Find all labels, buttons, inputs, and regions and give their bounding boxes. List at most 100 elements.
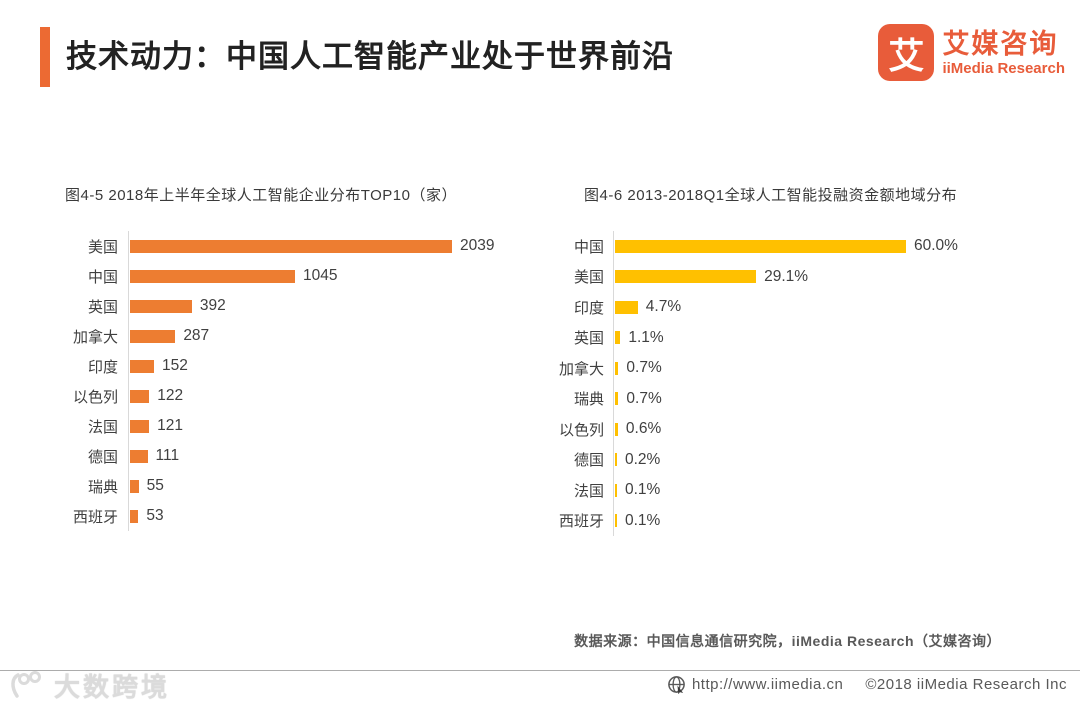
category-label: 加拿大 <box>558 360 604 378</box>
bar <box>130 419 150 433</box>
category-label: 西班牙 <box>558 513 604 531</box>
bar <box>130 449 148 463</box>
data-source-note: 数据来源：中国信息通信研究院，iiMedia Research（艾媒咨询） <box>574 633 1001 649</box>
dashu-kuajing-logo-icon <box>11 670 41 698</box>
category-label: 瑞典 <box>87 478 118 496</box>
bar <box>130 299 192 313</box>
bar-track: 4.7% <box>613 292 1040 323</box>
logo-cn-name: 艾媒咨询 <box>942 28 1059 59</box>
value-label: 0.6% <box>625 420 662 438</box>
category-label: 以色列 <box>558 421 604 439</box>
category-label: 瑞典 <box>573 391 604 409</box>
bar-track: 152 <box>128 351 530 381</box>
bar <box>130 479 139 493</box>
bar <box>130 359 154 373</box>
iimedia-logo-icon: 艾 <box>878 24 935 81</box>
bar <box>615 483 617 497</box>
bar <box>615 239 906 253</box>
bar-row: 德国 0.2% <box>540 444 1040 475</box>
category-label: 加拿大 <box>72 328 118 346</box>
bar-track: 55 <box>128 471 530 501</box>
bar-row: 以色列 122 <box>40 381 530 411</box>
category-label: 英国 <box>87 298 118 316</box>
bar-row: 西班牙 53 <box>40 501 530 531</box>
bar-row: 瑞典 0.7% <box>540 383 1040 414</box>
category-label: 印度 <box>87 358 118 376</box>
bar <box>130 509 139 523</box>
bar-row: 德国 111 <box>40 441 530 471</box>
value-label: 152 <box>162 357 188 374</box>
bar <box>615 270 757 284</box>
value-label: 55 <box>146 477 164 494</box>
bar <box>615 422 618 436</box>
chart-ai-investment-distribution: 图4-6 2013-2018Q1全球人工智能投融资金额地域分布 中国 60.0% 美… <box>540 184 1040 536</box>
bar <box>615 514 617 528</box>
category-label: 德国 <box>573 452 604 470</box>
value-label: 122 <box>157 387 184 404</box>
bar <box>615 392 619 406</box>
category-label: 美国 <box>573 269 604 287</box>
category-label: 以色列 <box>72 388 118 406</box>
bar-track: 1.1% <box>613 322 1040 353</box>
bar-track: 1045 <box>128 261 530 291</box>
value-label: 392 <box>199 297 226 314</box>
value-label: 1.1% <box>628 328 664 346</box>
category-label: 中国 <box>87 268 118 286</box>
chart-ai-enterprise-distribution: 图4-5 2018年上半年全球人工智能企业分布TOP10（家） 美国 2039 中国… <box>40 184 530 531</box>
bar-plot: 美国 2039 中国 1045 英国 392 加拿大 287 印度 152 以色列 122 法国 121 德… <box>40 231 530 531</box>
category-label: 法国 <box>87 418 118 436</box>
bar-track: 0.1% <box>613 475 1040 506</box>
value-label: 121 <box>157 417 183 434</box>
bar <box>130 269 296 283</box>
category-label: 德国 <box>87 448 118 466</box>
bar-track: 111 <box>128 441 530 471</box>
value-label: 60.0% <box>914 237 958 255</box>
bar-row: 中国 1045 <box>40 261 530 291</box>
bar-row: 印度 4.7% <box>540 292 1040 323</box>
bar-track: 0.7% <box>613 383 1040 414</box>
bar-row: 美国 29.1% <box>540 261 1040 292</box>
bar-track: 29.1% <box>613 261 1040 292</box>
bar <box>615 361 619 375</box>
chart-title: 图4-6 2013-2018Q1全球人工智能投融资金额地域分布 <box>584 187 958 204</box>
logo-text: 艾媒咨询 iiMedia Research <box>942 28 1065 78</box>
footer-copyright: ©2018 iiMedia Research Inc <box>865 676 1067 693</box>
bar-row: 加拿大 0.7% <box>540 353 1040 384</box>
value-label: 0.7% <box>626 359 662 377</box>
category-label: 英国 <box>573 330 604 348</box>
bar-track: 0.1% <box>613 505 1040 536</box>
logo-en-name: iiMedia Research <box>942 59 1065 77</box>
logo-glyph: 艾 <box>888 34 925 76</box>
iimedia-logo: 艾 艾媒咨询 iiMedia Research <box>878 24 1065 81</box>
bar-track: 0.7% <box>613 353 1040 384</box>
bar-row: 西班牙 0.1% <box>540 505 1040 536</box>
bar-plot: 中国 60.0% 美国 29.1% 印度 4.7% 英国 1.1% 加拿大 0.7% 瑞典 0.7% 以… <box>540 231 1040 536</box>
bar-row: 英国 392 <box>40 291 530 321</box>
bar-row: 中国 60.0% <box>540 231 1040 262</box>
category-label: 西班牙 <box>72 508 118 526</box>
title-accent-bar <box>40 27 50 87</box>
footer-divider <box>0 670 1080 671</box>
category-label: 印度 <box>573 299 604 317</box>
bar-row: 法国 121 <box>40 411 530 441</box>
bar-track: 121 <box>128 411 530 441</box>
category-label: 法国 <box>573 482 604 500</box>
value-label: 0.1% <box>625 481 661 499</box>
watermark: 大数跨境 <box>8 667 170 702</box>
value-label: 0.1% <box>625 511 661 529</box>
bar-track: 392 <box>128 291 530 321</box>
chart-title: 图4-5 2018年上半年全球人工智能企业分布TOP10（家） <box>65 187 457 204</box>
globe-icon <box>667 675 686 694</box>
page-title: 技术动力：中国人工智能产业处于世界前沿 <box>66 39 674 74</box>
value-label: 0.7% <box>626 389 662 407</box>
bar <box>615 331 621 345</box>
bar-track: 287 <box>128 321 530 351</box>
bar-row: 英国 1.1% <box>540 322 1040 353</box>
category-label: 美国 <box>87 238 118 256</box>
value-label: 29.1% <box>764 267 809 285</box>
bar <box>130 389 150 403</box>
bar <box>615 453 617 467</box>
footer-url[interactable]: http://www.iimedia.cn <box>691 676 844 693</box>
bar-row: 法国 0.1% <box>540 475 1040 506</box>
